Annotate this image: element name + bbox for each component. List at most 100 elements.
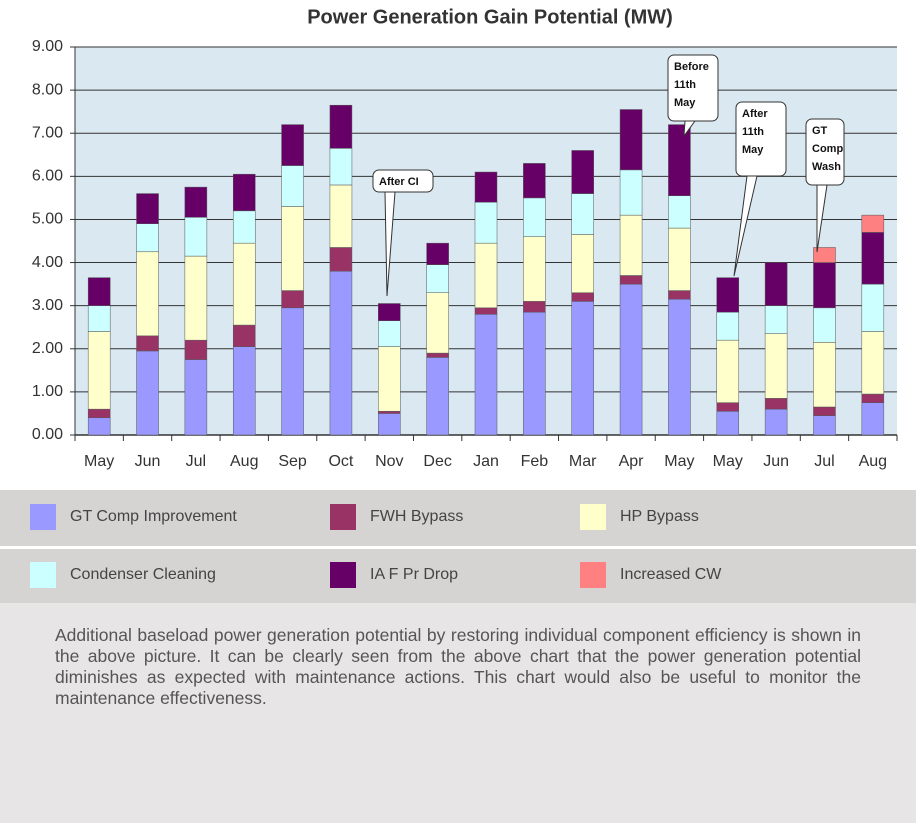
bar-segment <box>329 184 353 248</box>
bar-segment <box>861 402 885 436</box>
callout-box <box>667 54 719 122</box>
x-tick-label: Feb <box>521 453 549 470</box>
legend-swatch <box>580 562 606 588</box>
legend-item: Increased CW <box>580 562 721 588</box>
bar-segment <box>571 150 594 194</box>
legend-item: IA F Pr Drop <box>330 562 458 588</box>
x-tick-label: Oct <box>328 453 353 470</box>
callout-pointer <box>816 184 828 253</box>
bar-segment <box>329 270 353 436</box>
bar-segment <box>861 283 885 332</box>
y-tick-label: 3.00 <box>32 297 63 314</box>
bar-segment <box>764 398 788 410</box>
bar-segment <box>571 292 594 302</box>
bar-segment <box>619 214 643 276</box>
y-tick-label: 1.00 <box>32 383 63 400</box>
bar-segment <box>523 163 546 199</box>
legend-swatch <box>30 562 56 588</box>
bar-segment <box>329 104 353 149</box>
bar-segment <box>426 264 449 293</box>
bar-segment <box>474 201 498 244</box>
bar-segment <box>619 283 643 436</box>
bar-segment <box>523 301 546 313</box>
bar-segment <box>378 320 401 347</box>
legend-swatch <box>330 504 356 530</box>
bar-segment <box>474 171 498 203</box>
bar-segment <box>136 335 159 352</box>
callout-box <box>372 169 434 193</box>
annotation: Before <box>674 61 709 73</box>
legend-swatch <box>30 504 56 530</box>
legend-swatch <box>330 562 356 588</box>
x-tick-label: Jul <box>186 453 206 470</box>
bar-segment <box>184 255 208 341</box>
annotation: May <box>742 144 764 156</box>
chart: Power Generation Gain Potential (MW) 0.0… <box>32 6 898 470</box>
bar-segment <box>87 408 111 419</box>
bar-segment <box>281 290 304 309</box>
legend-label: GT Comp Improvement <box>70 508 237 525</box>
bar-segment <box>619 109 643 171</box>
bar-segment <box>426 352 449 358</box>
x-tick-label: May <box>84 453 114 470</box>
annotation: Wash <box>812 161 841 173</box>
bar-segment <box>716 311 740 341</box>
annotation: After CI <box>379 176 419 188</box>
bar-segment <box>474 314 498 436</box>
bar-segment <box>813 307 836 343</box>
legend-swatch <box>580 504 606 530</box>
bar-segment <box>281 307 304 436</box>
y-tick-label: 4.00 <box>32 254 63 271</box>
bar-segment <box>764 305 788 334</box>
bar-segment <box>619 275 643 285</box>
bar-segment <box>136 350 159 436</box>
bar-segment <box>571 234 594 293</box>
separator <box>0 546 916 549</box>
annotation: 11th <box>674 79 696 91</box>
bar-segment <box>861 393 885 403</box>
x-tick-label: Jan <box>473 453 499 470</box>
bar-segment <box>281 165 304 207</box>
y-tick-label: 8.00 <box>32 81 63 98</box>
bar-segment <box>378 413 401 436</box>
bar-segment <box>329 247 353 272</box>
bar-segment <box>136 223 159 253</box>
callout-pointer <box>384 191 396 297</box>
y-tick-label: 9.00 <box>32 38 63 55</box>
text-panel: Additional baseload power generation pot… <box>0 603 916 823</box>
legend-item: FWH Bypass <box>330 504 463 530</box>
bar-segment <box>716 402 740 412</box>
legend-label: HP Bypass <box>620 508 699 525</box>
bar-segment <box>861 331 885 395</box>
legend-item: HP Bypass <box>580 504 699 530</box>
legend-label: Condenser Cleaning <box>70 566 216 583</box>
annotation: 11th <box>742 126 764 138</box>
bar-segment <box>232 324 256 347</box>
y-tick-label: 2.00 <box>32 340 63 357</box>
bar-segment <box>232 210 256 244</box>
bar-segment <box>232 173 256 212</box>
bar-segment <box>716 277 740 313</box>
callout-pointer <box>683 120 696 138</box>
legend: GT Comp Improvement FWH Bypass HP Bypass C… <box>0 490 916 603</box>
bar-segment <box>87 277 111 306</box>
bar-segment <box>813 415 836 436</box>
legend-item: GT Comp Improvement <box>30 504 237 530</box>
annotation: Comp <box>812 143 843 155</box>
legend-item: Condenser Cleaning <box>30 562 216 588</box>
chart-title: Power Generation Gain Potential (MW) <box>307 6 673 28</box>
legend-row: Condenser Cleaning IA F Pr Drop Increased … <box>0 548 916 603</box>
bar-segment <box>136 193 159 225</box>
bar-segment <box>87 305 111 332</box>
x-tick-label: Aug <box>859 453 887 470</box>
legend-label: Increased CW <box>620 566 722 583</box>
bar-segment <box>764 408 788 436</box>
bar-segment <box>426 242 449 265</box>
bar-segment <box>281 206 304 291</box>
y-tick-label: 0.00 <box>32 426 63 443</box>
callout-box <box>805 118 845 186</box>
bar-segment <box>861 214 885 233</box>
bar-segment <box>813 262 836 309</box>
bar-segment <box>716 339 740 403</box>
